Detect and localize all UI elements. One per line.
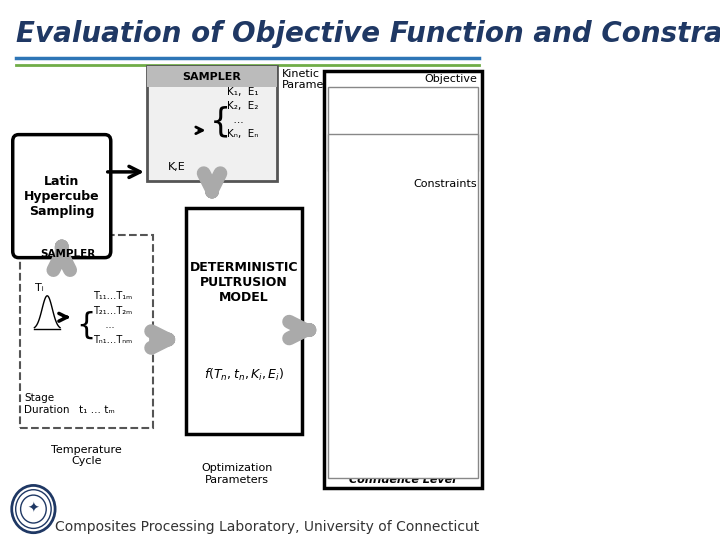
Text: K₂,  E₂: K₂, E₂ (227, 100, 258, 111)
Text: $f(T_n, t_n, K_i, E_i)$: $f(T_n, t_n, K_i, E_i)$ (204, 367, 284, 383)
Text: t_cure: t_cure (344, 99, 372, 109)
FancyBboxPatch shape (20, 235, 153, 428)
Text: Latin
Hypercube
Sampling: Latin Hypercube Sampling (24, 174, 99, 218)
Text: Stage
Duration: Stage Duration (24, 394, 70, 415)
FancyBboxPatch shape (324, 71, 482, 488)
Text: SAMPLER: SAMPLER (40, 248, 95, 259)
Text: Tₙ₁…Tₙₘ: Tₙ₁…Tₙₘ (93, 335, 132, 345)
FancyBboxPatch shape (328, 134, 478, 478)
Text: ...: ... (93, 320, 114, 330)
Text: t₁ … tₘ: t₁ … tₘ (78, 405, 114, 415)
Text: Tᵢ: Tᵢ (35, 282, 44, 293)
Text: T₂₁…T₂ₘ: T₂₁…T₂ₘ (93, 306, 132, 316)
Text: Evaluation of Objective Function and Constraints: Evaluation of Objective Function and Con… (16, 20, 720, 48)
FancyBboxPatch shape (186, 208, 302, 434)
Text: ...: ... (227, 114, 243, 125)
Text: Critical
Temp.: Critical Temp. (397, 208, 434, 230)
Text: Kinetic
Parameters: Kinetic Parameters (282, 69, 346, 90)
Text: Kₙ,  Eₙ: Kₙ, Eₙ (227, 129, 258, 139)
FancyBboxPatch shape (147, 66, 277, 87)
Text: Composites Processing Laboratory, University of Connecticut: Composites Processing Laboratory, Univer… (55, 521, 480, 534)
Text: DETERMINISTIC
PULTRUSION
MODEL: DETERMINISTIC PULTRUSION MODEL (190, 261, 298, 304)
Text: K,E: K,E (168, 161, 185, 172)
Text: T_diff: T_diff (333, 189, 359, 198)
Text: α_c: α_c (333, 379, 349, 388)
FancyBboxPatch shape (147, 66, 277, 181)
Text: {: { (210, 106, 230, 139)
Text: Objective: Objective (424, 74, 477, 84)
Text: ΔT_diff: ΔT_diff (333, 284, 364, 293)
Text: Confidence Level: Confidence Level (349, 475, 456, 485)
Text: Optimization
Parameters: Optimization Parameters (201, 463, 272, 485)
FancyBboxPatch shape (13, 134, 111, 258)
Text: {: { (76, 310, 96, 339)
Text: ✦: ✦ (27, 502, 39, 516)
Text: SAMPLER: SAMPLER (183, 72, 241, 82)
Text: Cure
Time: Cure Time (392, 123, 417, 144)
Text: Constraints: Constraints (413, 179, 477, 188)
Text: T₁₁…T₁ₘ: T₁₁…T₁ₘ (93, 291, 132, 301)
Text: Critical
Temp. Diff.: Critical Temp. Diff. (397, 303, 452, 325)
Text: Minimum
Cure: Minimum Cure (397, 399, 446, 420)
Text: K₁,  E₁: K₁, E₁ (227, 86, 258, 97)
FancyBboxPatch shape (328, 87, 478, 171)
Text: Temperature
Cycle: Temperature Cycle (51, 444, 122, 466)
